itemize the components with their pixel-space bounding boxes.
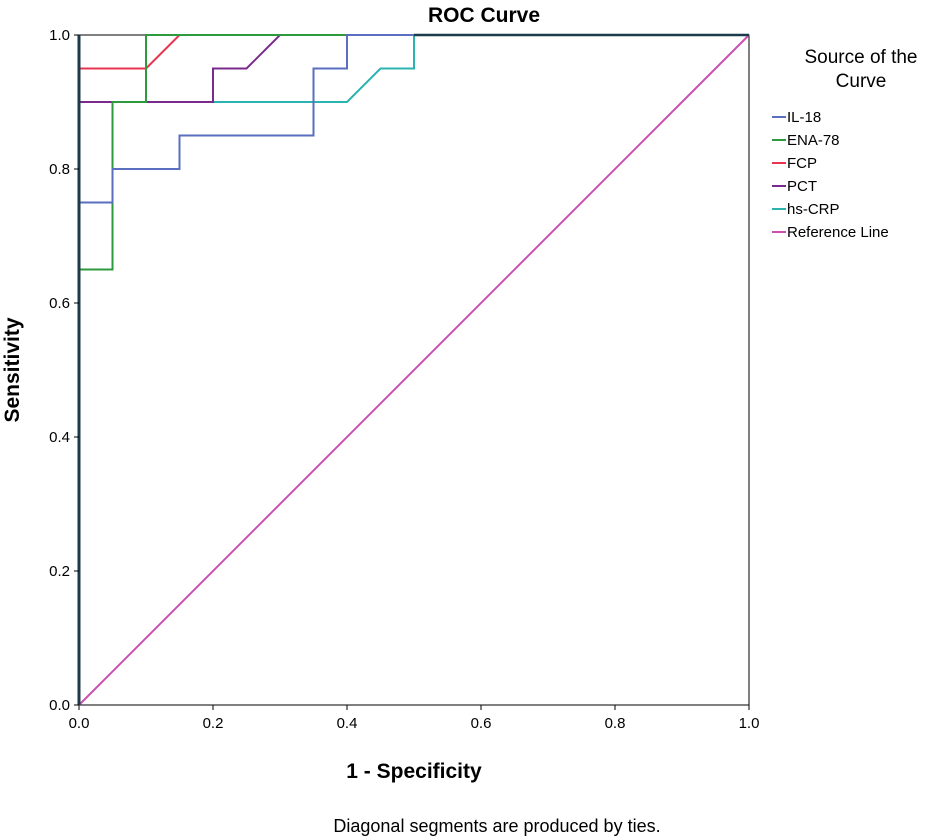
y-tick-label: 0.4 xyxy=(49,429,70,446)
series-line-il-18 xyxy=(78,34,749,705)
legend-label-pct: PCT xyxy=(787,178,817,195)
x-tick-label: 0.4 xyxy=(337,715,358,732)
chart-title: ROC Curve xyxy=(428,4,540,27)
series-layer xyxy=(77,33,750,706)
y-tick-label: 0.2 xyxy=(49,563,70,580)
x-axis-title: 1 - Specificity xyxy=(346,760,482,783)
legend-title-line-2: Curve xyxy=(836,71,887,92)
legend-label-il-18: IL-18 xyxy=(787,109,821,126)
legend-label-reference-line: Reference Line xyxy=(787,224,889,241)
legend-items: IL-18 ENA-78 FCP PCT hs-CRP Reference Line xyxy=(772,109,889,241)
x-tick-label: 0.2 xyxy=(203,715,224,732)
x-axis-ticks: 0.0 0.2 0.4 0.6 0.8 1.0 xyxy=(69,705,760,732)
y-tick-label: 0.6 xyxy=(49,295,70,312)
legend-label-hs-crp: hs-CRP xyxy=(787,201,840,218)
y-tick-label: 1.0 xyxy=(49,27,70,44)
y-axis-ticks: 0.0 0.2 0.4 0.6 0.8 1.0 xyxy=(49,27,79,714)
y-tick-label: 0.0 xyxy=(49,697,70,714)
legend-label-ena-78: ENA-78 xyxy=(787,132,840,149)
y-tick-label: 0.8 xyxy=(49,161,70,178)
chart-footnote: Diagonal segments are produced by ties. xyxy=(333,816,660,836)
x-tick-label: 1.0 xyxy=(739,715,760,732)
x-tick-label: 0.0 xyxy=(69,715,90,732)
legend: Source of the Curve IL-18 ENA-78 FCP PCT hs-… xyxy=(772,47,918,241)
x-tick-label: 0.6 xyxy=(471,715,492,732)
legend-label-fcp: FCP xyxy=(787,155,817,172)
y-axis-title: Sensitivity xyxy=(1,317,24,422)
legend-title-line-1: Source of the xyxy=(804,47,917,68)
x-tick-label: 0.8 xyxy=(605,715,626,732)
series-line-reference-line xyxy=(78,34,750,706)
